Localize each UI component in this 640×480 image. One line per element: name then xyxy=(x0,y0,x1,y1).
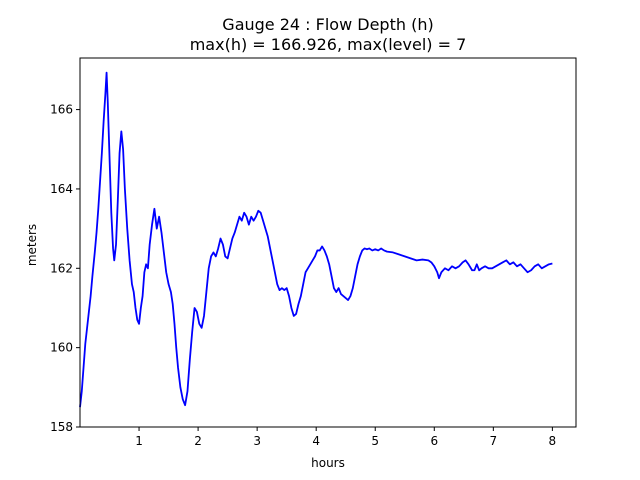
x-tick-label: 5 xyxy=(371,434,379,448)
plot-area: 1 2 3 4 5 6 7 8 158 160 162 164 166 xyxy=(50,57,577,448)
x-tick-label: 2 xyxy=(194,434,202,448)
x-tick-label: 6 xyxy=(430,434,438,448)
data-series-line-1 xyxy=(79,71,553,408)
y-tick-label: 162 xyxy=(50,261,73,275)
chart-title: Gauge 24 : Flow Depth (h) xyxy=(222,15,433,34)
x-tick-label: 1 xyxy=(135,434,143,448)
y-axis-label: meters xyxy=(25,224,39,266)
chart-subtitle: max(h) = 166.926, max(level) = 7 xyxy=(190,35,467,54)
y-tick-label: 164 xyxy=(50,182,73,196)
y-tick-label: 166 xyxy=(50,103,73,117)
x-tick-label: 3 xyxy=(253,434,261,448)
axes-frame xyxy=(79,57,577,428)
x-axis-label: hours xyxy=(311,456,345,470)
y-tick-label: 158 xyxy=(50,420,73,434)
x-tick-label: 4 xyxy=(312,434,320,448)
x-tick-label: 8 xyxy=(549,434,557,448)
x-tick-label: 7 xyxy=(490,434,498,448)
y-tick-label: 160 xyxy=(50,341,73,355)
